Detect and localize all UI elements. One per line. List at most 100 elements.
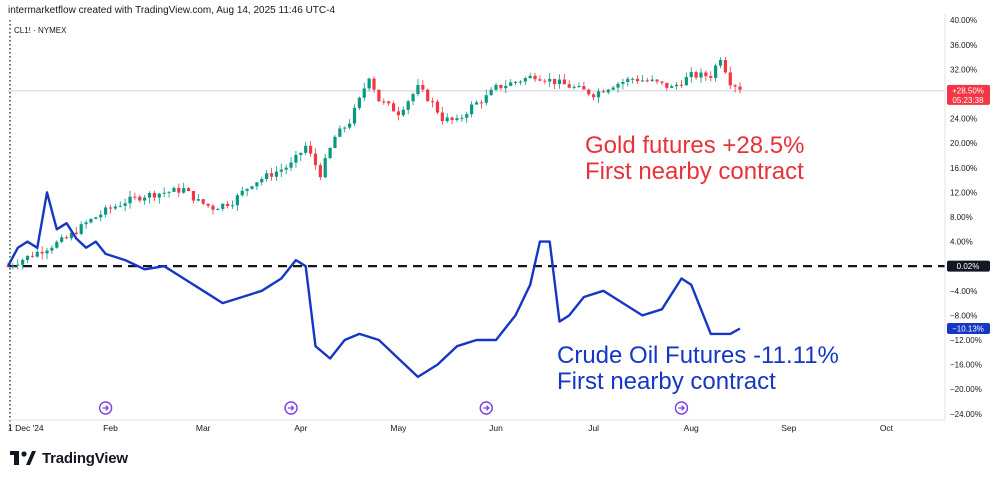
gold-candle-body [440, 112, 444, 122]
gold-candle-body [401, 109, 405, 116]
gold-candle-body [69, 232, 74, 239]
gold-candle-body [235, 195, 239, 206]
gold-candle-body [548, 78, 552, 82]
event-arrow-glyph [678, 405, 685, 411]
tradingview-brand[interactable]: TradingView [10, 447, 128, 469]
gold-candle-body [543, 80, 547, 82]
oil-series [6, 191, 741, 379]
x-tick-label: Oct [880, 423, 894, 433]
gold-candle-body [455, 118, 459, 120]
gold-candle-body [426, 89, 430, 102]
y-tick-label: −16.00% [950, 361, 982, 370]
gold-candle-body [30, 255, 35, 257]
gold-candle-body [445, 117, 449, 122]
x-tick-label: Mar [196, 423, 211, 433]
gold-candle-body [333, 136, 337, 149]
gold-candle-body [206, 203, 210, 206]
x-tick-label: Apr [294, 423, 307, 433]
event-arrow-icon [674, 401, 689, 415]
chart-header: intermarketflow created with TradingView… [8, 5, 336, 16]
event-arrow-icon [98, 401, 113, 415]
gold-candle-body [489, 89, 493, 96]
gold-candle-body [89, 218, 93, 223]
y-tick-label: 8.00% [950, 213, 973, 222]
gold-candle-body [655, 79, 659, 82]
gold-candle-body [318, 165, 322, 178]
gold-candle-body [143, 197, 147, 201]
gold-candle-body [382, 101, 386, 103]
gold-candle-body [118, 205, 122, 207]
gold-candle-body [269, 173, 274, 177]
gold-candle-body [611, 87, 615, 90]
y-tick-label: −4.00% [950, 287, 977, 296]
gold-annotation: Gold futures +28.5% First nearby contrac… [585, 133, 804, 185]
baseline-price-tag-text: 0.02% [957, 262, 980, 271]
gold-candle-body [650, 79, 654, 81]
gold-candle-body [99, 214, 103, 218]
gold-candle-body [509, 82, 513, 86]
oil-price-tag-text: −10.13% [952, 325, 984, 334]
gold-candle-body [250, 186, 254, 189]
gold-candle-body [348, 123, 352, 128]
oil-price-tag: −10.13% [947, 323, 990, 335]
gold-candle-body [245, 188, 249, 191]
oil-annotation-line1: Crude Oil Futures -11.11% [557, 342, 839, 369]
gold-candle-body [640, 80, 645, 82]
gold-candle-body [186, 188, 191, 191]
gold-candle-body [113, 206, 117, 209]
gold-candle-body [128, 196, 132, 204]
gold-candle-body [396, 111, 401, 116]
gold-price-tag-text: +28.50% [952, 86, 984, 95]
gold-candle-body [499, 84, 503, 89]
gold-candle-body [587, 89, 591, 95]
gold-candle-body [533, 75, 537, 80]
gold-candle-body [191, 190, 196, 201]
gold-candle-body [377, 89, 381, 102]
y-tick-label: 16.00% [950, 164, 977, 173]
gold-candle-body [699, 72, 703, 78]
gold-candle-body [601, 91, 605, 93]
gold-candle-body [728, 72, 732, 86]
gold-candle-body [562, 79, 566, 85]
gold-candle-body [645, 80, 649, 82]
gold-candle-body [25, 255, 30, 260]
gold-candle-body [323, 158, 327, 178]
gold-candle-body [284, 167, 288, 170]
gold-candle-body [504, 85, 508, 89]
gold-candle-body [372, 78, 376, 90]
gold-candle-body [274, 171, 279, 177]
gold-annotation-line2: First nearby contract [585, 158, 804, 185]
gold-candle-body [406, 101, 410, 110]
gold-candle-body [567, 84, 571, 88]
y-tick-label: −20.00% [950, 385, 982, 394]
gold-candle-body [177, 187, 181, 193]
gold-candle-body [21, 259, 25, 265]
gold-candle-body [55, 241, 59, 248]
gold-candle-body [84, 222, 88, 225]
gold-candle-body [679, 84, 684, 86]
gold-candle-body [313, 153, 318, 166]
gold-candles [6, 56, 742, 270]
gold-candle-body [596, 91, 601, 98]
gold-candle-body [299, 152, 303, 155]
gold-candle-body [343, 127, 347, 129]
y-tick-label: −12.00% [950, 336, 982, 345]
gold-candle-body [479, 102, 483, 104]
gold-candle-body [196, 199, 200, 201]
event-markers [98, 401, 689, 415]
gold-candle-body [465, 114, 469, 118]
gold-candle-body [157, 193, 161, 198]
gold-candle-body [255, 182, 259, 187]
gold-candle-body [79, 224, 83, 234]
gold-candle-body [523, 78, 527, 82]
event-arrow-glyph [102, 405, 110, 411]
gold-candle-body [435, 101, 440, 113]
gold-candle-body [216, 208, 220, 210]
gold-candle-body [138, 196, 142, 201]
gold-candle-body [689, 72, 693, 78]
gold-candle-body [352, 107, 357, 124]
gold-candle-body [50, 247, 54, 251]
gold-candle-body [577, 86, 581, 88]
gold-candle-body [723, 60, 727, 73]
